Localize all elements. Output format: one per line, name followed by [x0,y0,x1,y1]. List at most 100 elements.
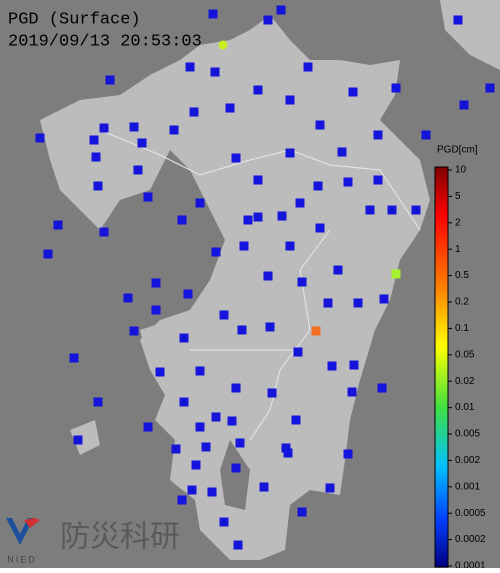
station [137,138,147,148]
station [411,205,421,215]
station [387,205,397,215]
legend-label: 0.001 [455,481,480,492]
station [297,277,307,287]
legend-label: 0.005 [455,429,480,440]
legend-label: 0.5 [455,270,469,281]
legend-label: 2 [455,217,461,228]
station [185,62,195,72]
station [189,107,199,117]
station [391,269,401,279]
station [323,298,333,308]
station [325,483,335,493]
station [195,198,205,208]
station [263,15,273,25]
station [253,212,263,222]
station [333,265,343,275]
station [219,517,229,527]
station [143,422,153,432]
station [123,293,133,303]
legend-title: PGD[cm] [437,145,478,156]
station [347,387,357,397]
station [105,75,115,85]
station [253,85,263,95]
station [169,125,179,135]
station [231,153,241,163]
station [69,353,79,363]
legend-label: 0.0001 [455,561,486,568]
legend-label: 0.0002 [455,534,486,545]
station [421,130,431,140]
station [219,310,229,320]
logo-mark [6,518,34,545]
logo-mark [24,518,40,528]
legend-label: 0.0005 [455,508,486,519]
island [70,420,100,455]
station [129,122,139,132]
station [243,215,253,225]
station [93,397,103,407]
station [73,435,83,445]
station [348,87,358,97]
prefecture-borders [99,129,421,231]
station [43,249,53,259]
station [253,175,263,185]
bay [220,440,250,510]
station [263,271,273,281]
station [237,325,247,335]
timestamp: 2019/09/13 20:53:03 [8,32,202,51]
station [171,444,181,454]
legend-label: 0.01 [455,402,475,413]
station [373,130,383,140]
station [133,165,143,175]
station [459,100,469,110]
station [283,448,293,458]
station [295,198,305,208]
station [233,540,243,550]
station [177,215,187,225]
station [211,247,221,257]
station [211,412,221,422]
station [151,305,161,315]
logo: NIED 防災科研 [6,518,180,564]
color-bar [434,166,449,568]
station [267,388,277,398]
station [373,175,383,185]
station [207,487,217,497]
station [285,241,295,251]
station [93,181,103,191]
legend-label: 10 [455,165,467,176]
station [195,422,205,432]
station [343,449,353,459]
station [303,62,313,72]
station [276,5,286,15]
legend-label: 0.002 [455,455,480,466]
station [191,460,201,470]
station [353,298,363,308]
station [379,294,389,304]
station [285,148,295,158]
station [177,495,187,505]
station [227,416,237,426]
legend-label: 5 [455,191,461,202]
land-kyushu [40,15,430,560]
station [291,415,301,425]
station [485,83,495,93]
station [313,181,323,191]
station [225,103,235,113]
legend-label: 0.05 [455,349,475,360]
station [453,15,463,25]
station [315,120,325,130]
station [235,438,245,448]
station [179,333,189,343]
station [151,278,161,288]
station [391,83,401,93]
station [343,177,353,187]
station [89,135,99,145]
station [349,360,359,370]
station [365,205,375,215]
station [377,383,387,393]
station [143,192,153,202]
station [155,367,165,377]
logo-abbr: NIED [7,554,37,564]
